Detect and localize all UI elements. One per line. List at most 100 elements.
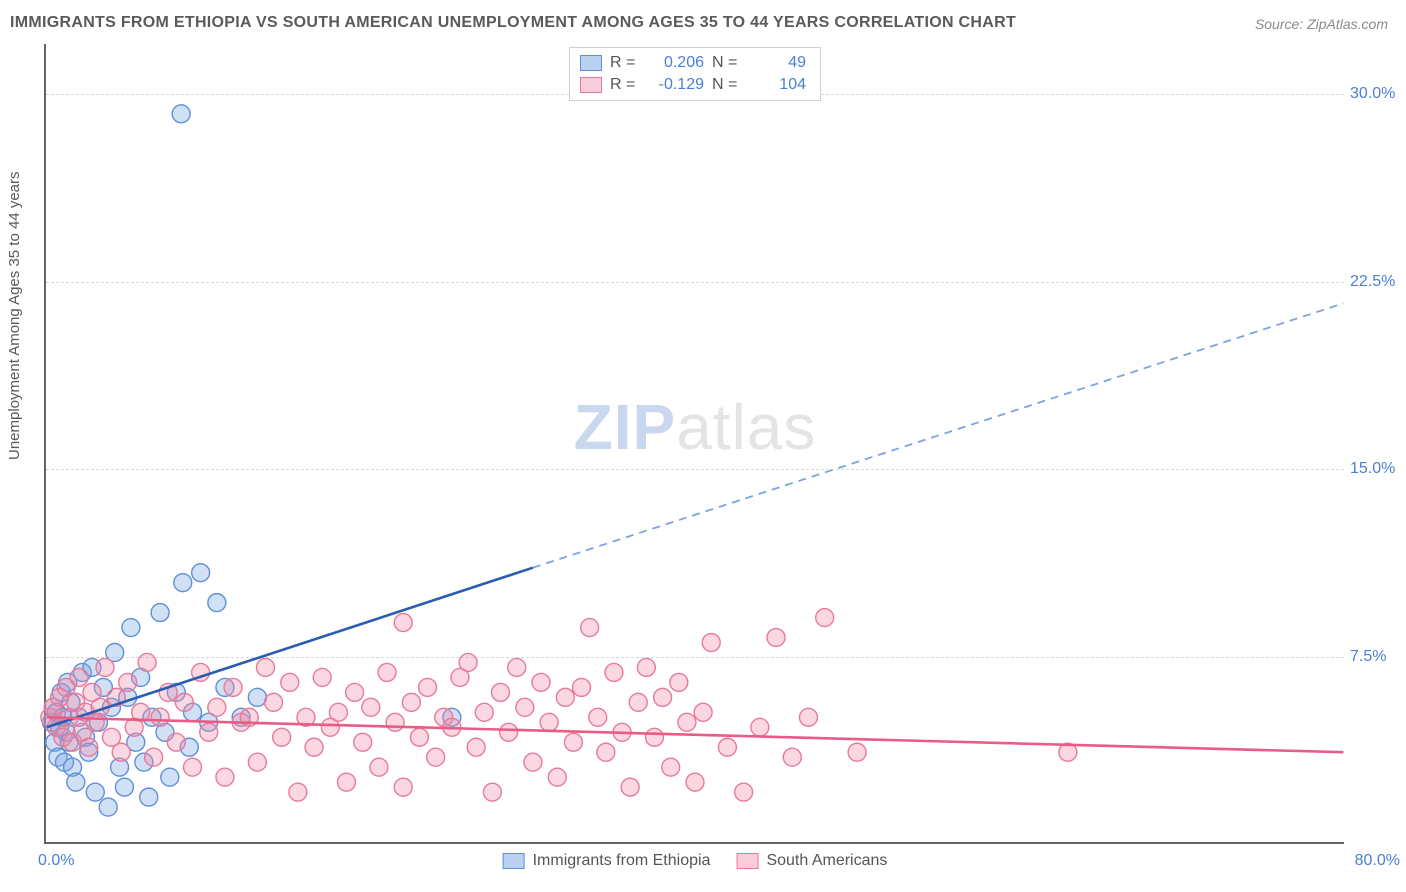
scatter-point — [848, 743, 866, 761]
trend-line-extrapolated — [533, 303, 1343, 567]
scatter-point — [378, 663, 396, 681]
swatch-pink — [736, 853, 758, 869]
scatter-point — [67, 773, 85, 791]
scatter-point — [151, 604, 169, 622]
scatter-point — [305, 738, 323, 756]
scatter-point — [702, 634, 720, 652]
scatter-point — [500, 723, 518, 741]
scatter-point — [564, 733, 582, 751]
scatter-point — [208, 594, 226, 612]
scatter-point — [119, 673, 137, 691]
scatter-point — [735, 783, 753, 801]
scatter-point — [654, 688, 672, 706]
scatter-point — [670, 673, 688, 691]
scatter-point — [248, 688, 266, 706]
scatter-point — [145, 748, 163, 766]
y-tick-label: 15.0% — [1350, 460, 1400, 478]
scatter-point — [208, 698, 226, 716]
scatter-point — [573, 678, 591, 696]
scatter-point — [767, 629, 785, 647]
scatter-point — [629, 693, 647, 711]
scatter-point — [410, 728, 428, 746]
scatter-point — [516, 698, 534, 716]
scatter-point — [175, 693, 193, 711]
scatter-point — [184, 758, 202, 776]
scatter-point — [581, 619, 599, 637]
scatter-point — [354, 733, 372, 751]
scatter-point — [394, 778, 412, 796]
scatter-point — [816, 609, 834, 627]
scatter-point — [645, 728, 663, 746]
scatter-point — [281, 673, 299, 691]
legend-series: Immigrants from Ethiopia South Americans — [503, 852, 888, 870]
scatter-point — [419, 678, 437, 696]
legend-label-pink: South Americans — [766, 852, 887, 870]
source-credit: Source: ZipAtlas.com — [1255, 16, 1388, 32]
scatter-point — [492, 683, 510, 701]
scatter-point — [96, 658, 114, 676]
scatter-point — [637, 658, 655, 676]
scatter-point — [112, 743, 130, 761]
scatter-point — [694, 703, 712, 721]
scatter-point — [459, 653, 477, 671]
scatter-point — [80, 738, 98, 756]
scatter-point — [662, 758, 680, 776]
scatter-point — [751, 718, 769, 736]
x-tick-min: 0.0% — [38, 852, 74, 870]
scatter-point — [621, 778, 639, 796]
scatter-point — [151, 708, 169, 726]
scatter-point — [524, 753, 542, 771]
scatter-point — [362, 698, 380, 716]
scatter-point — [346, 683, 364, 701]
swatch-blue — [503, 853, 525, 869]
scatter-point — [289, 783, 307, 801]
plot-area: ZIPatlas 7.5%15.0%22.5%30.0% R = 0.206 N… — [44, 44, 1344, 844]
scatter-point — [532, 673, 550, 691]
scatter-point — [273, 728, 291, 746]
scatter-point — [86, 783, 104, 801]
scatter-point — [548, 768, 566, 786]
scatter-point — [248, 753, 266, 771]
scatter-point — [161, 768, 179, 786]
scatter-point — [686, 773, 704, 791]
x-tick-max: 80.0% — [1355, 852, 1400, 870]
scatter-point — [427, 748, 445, 766]
scatter-point — [200, 723, 218, 741]
y-tick-label: 7.5% — [1350, 648, 1400, 666]
chart-title: IMMIGRANTS FROM ETHIOPIA VS SOUTH AMERIC… — [10, 14, 1016, 32]
scatter-point — [140, 788, 158, 806]
legend-label-blue: Immigrants from Ethiopia — [533, 852, 711, 870]
scatter-svg — [46, 44, 1344, 842]
scatter-point — [70, 668, 88, 686]
scatter-point — [540, 713, 558, 731]
scatter-point — [256, 658, 274, 676]
scatter-point — [216, 768, 234, 786]
scatter-point — [508, 658, 526, 676]
scatter-point — [556, 688, 574, 706]
scatter-point — [172, 105, 190, 123]
legend-item-pink: South Americans — [736, 852, 887, 870]
scatter-point — [402, 693, 420, 711]
scatter-point — [605, 663, 623, 681]
scatter-point — [122, 619, 140, 637]
scatter-point — [167, 733, 185, 751]
scatter-point — [783, 748, 801, 766]
y-tick-label: 22.5% — [1350, 273, 1400, 291]
scatter-point — [329, 703, 347, 721]
scatter-point — [265, 693, 283, 711]
scatter-point — [313, 668, 331, 686]
y-axis-label: Unemployment Among Ages 35 to 44 years — [6, 171, 23, 460]
scatter-point — [589, 708, 607, 726]
scatter-point — [718, 738, 736, 756]
scatter-point — [192, 564, 210, 582]
y-tick-label: 30.0% — [1350, 85, 1400, 103]
scatter-point — [799, 708, 817, 726]
scatter-point — [174, 574, 192, 592]
legend-item-blue: Immigrants from Ethiopia — [503, 852, 711, 870]
scatter-point — [386, 713, 404, 731]
scatter-point — [370, 758, 388, 776]
scatter-point — [597, 743, 615, 761]
scatter-point — [394, 614, 412, 632]
scatter-point — [115, 778, 133, 796]
scatter-point — [678, 713, 696, 731]
